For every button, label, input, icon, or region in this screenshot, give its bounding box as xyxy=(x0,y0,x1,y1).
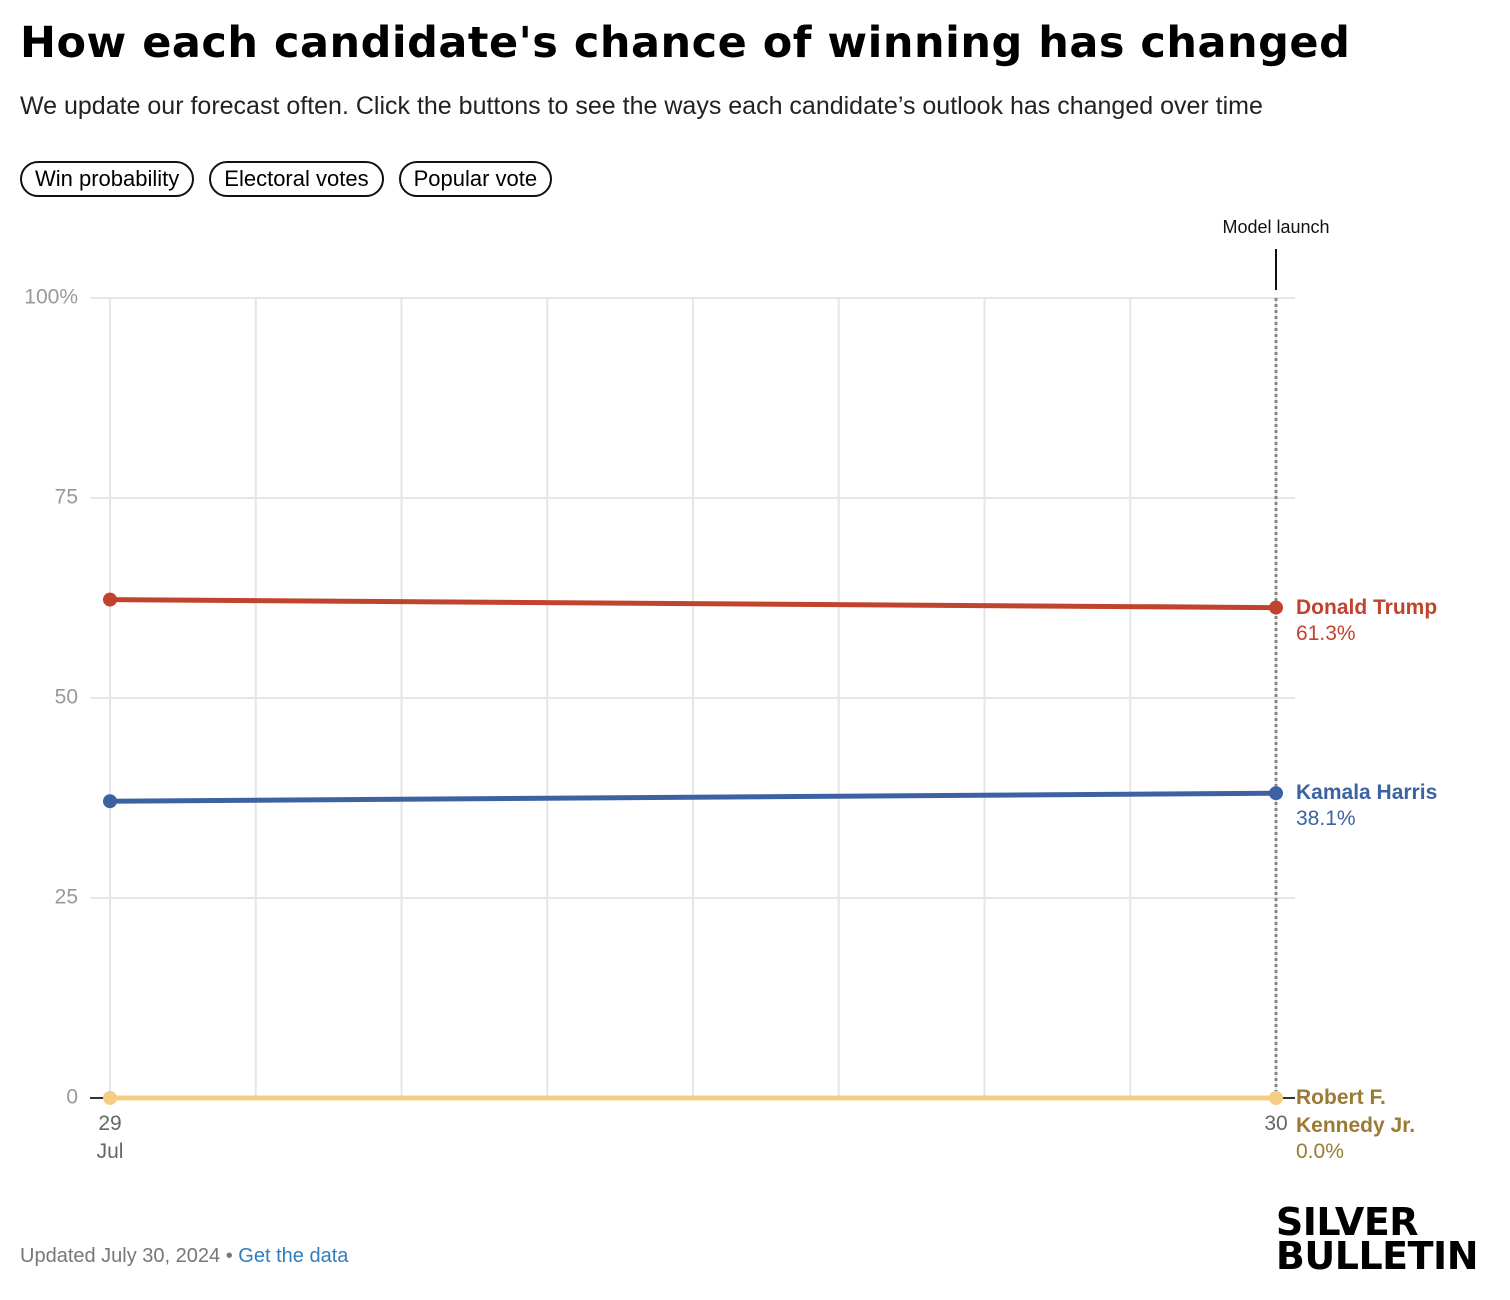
value-label: 38.1% xyxy=(1296,807,1356,831)
data-link[interactable]: Get the data xyxy=(238,1245,349,1267)
logo: SILVER BULLETIN xyxy=(1275,1200,1479,1278)
title: How each candidate's chance of winning h… xyxy=(20,18,1351,68)
y-tick-label: 75 xyxy=(55,486,78,509)
line xyxy=(109,597,1277,611)
button-group: Win probability Electoral votes Popular … xyxy=(20,161,553,197)
point xyxy=(103,592,117,607)
tab-button[interactable]: Popular vote xyxy=(398,161,553,197)
point xyxy=(1269,1091,1283,1105)
logo-line: BULLETIN xyxy=(1275,1234,1479,1278)
value-label: 61.3% xyxy=(1296,621,1356,645)
y-tick-label: 25 xyxy=(55,886,78,909)
line xyxy=(109,790,1277,804)
point xyxy=(103,1091,117,1105)
point xyxy=(1269,600,1283,615)
series-label: Donald Trump xyxy=(1296,595,1438,619)
annotation: Model launch xyxy=(1222,217,1329,237)
x-tick-label: 30 xyxy=(1264,1112,1288,1135)
footer: Updated July 30, 2024 • Get the data xyxy=(20,1245,348,1268)
value-label: 0.0% xyxy=(1296,1140,1344,1163)
point xyxy=(103,794,117,809)
point xyxy=(1269,786,1283,801)
updated: Updated July 30, 2024 xyxy=(20,1245,221,1267)
y-tick-label: 0 xyxy=(66,1086,78,1109)
series-label: Robert F. Kennedy Jr. xyxy=(1296,1086,1416,1137)
y-tick-label: 50 xyxy=(55,686,78,709)
logo-line: SILVER xyxy=(1275,1200,1419,1244)
y-tick-label: 100% xyxy=(24,286,78,309)
tab-button[interactable]: Electoral votes xyxy=(209,161,384,197)
separator: • xyxy=(225,1245,233,1267)
x-tick-label: 29 Jul xyxy=(96,1112,124,1163)
series-label: Kamala Harris xyxy=(1296,781,1438,805)
tab-button[interactable]: Win probability xyxy=(20,161,195,197)
subtitle: We update our forecast often. Click the … xyxy=(20,92,1263,120)
